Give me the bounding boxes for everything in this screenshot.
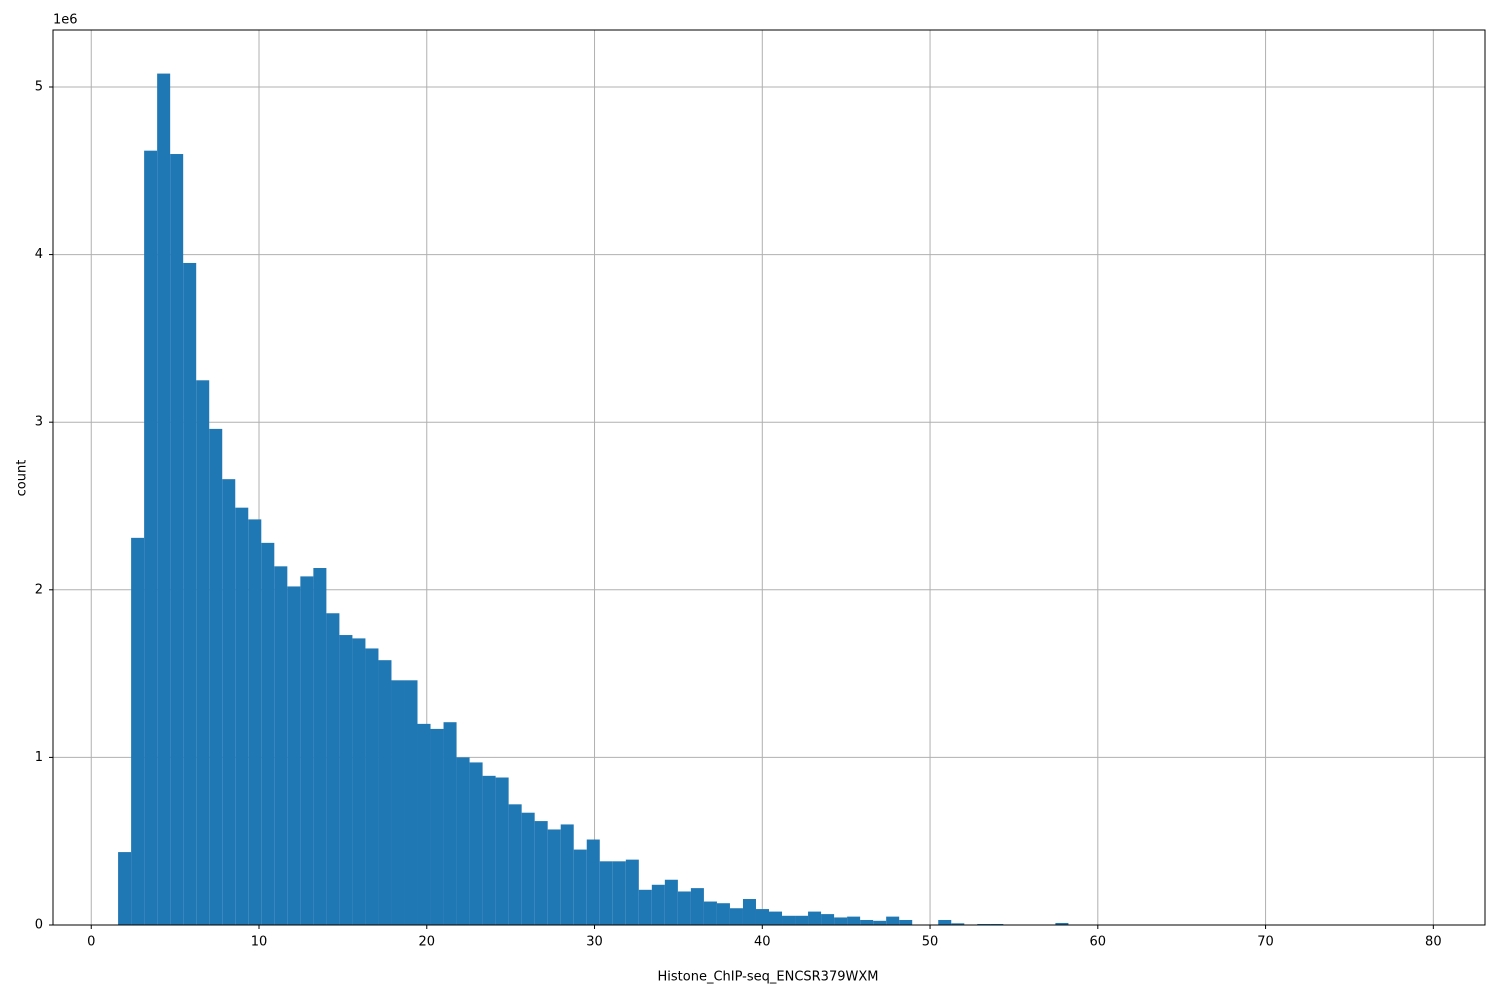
bar (755, 909, 769, 925)
bar (821, 914, 835, 925)
bar (521, 812, 535, 925)
bar (573, 849, 587, 925)
bar (534, 821, 548, 925)
bar (300, 576, 314, 925)
bar (782, 915, 796, 925)
bar (651, 884, 665, 925)
x-axis-label: Histone_ChIP-seq_ENCSR379WXM (658, 970, 879, 985)
bar (560, 824, 574, 925)
bar (404, 680, 418, 925)
y-tick-label: 5 (35, 79, 43, 94)
x-tick-label: 50 (922, 935, 939, 950)
bar (729, 908, 743, 925)
x-tick-label: 70 (1257, 935, 1274, 950)
bar (808, 911, 822, 925)
bar (951, 923, 965, 925)
bar (456, 757, 470, 925)
bar (938, 919, 952, 925)
bar (990, 923, 1004, 925)
bar (209, 428, 223, 925)
bar (664, 879, 678, 925)
bar (352, 638, 366, 925)
x-tick-label: 0 (87, 935, 95, 950)
bar (248, 519, 262, 925)
x-tick-label: 60 (1090, 935, 1107, 950)
bar (378, 660, 392, 925)
bar (769, 911, 783, 925)
x-tick-label: 10 (251, 935, 268, 950)
bar (144, 150, 158, 925)
bar (131, 537, 145, 925)
y-axis-label: count (15, 460, 30, 497)
bar (742, 899, 756, 925)
x-tick-label: 30 (586, 935, 603, 950)
y-tick-label: 2 (35, 582, 43, 597)
bar (417, 723, 431, 925)
bar (599, 861, 613, 925)
bar (443, 722, 457, 925)
plot-frame (52, 29, 1486, 926)
bar (860, 919, 874, 925)
y-offset-label: 1e6 (53, 13, 78, 28)
bar (495, 777, 509, 925)
y-tick-label: 0 (35, 918, 43, 933)
bar (547, 829, 561, 925)
bar (391, 680, 405, 925)
bar (313, 568, 327, 925)
bar (703, 901, 717, 925)
bar (170, 154, 184, 925)
bar (287, 586, 301, 925)
bar (196, 380, 210, 925)
bar (625, 859, 639, 925)
bar (677, 891, 691, 925)
y-tick-label: 1 (35, 750, 43, 765)
bar (508, 804, 522, 925)
bar (873, 920, 887, 925)
bar (716, 903, 730, 925)
bar (118, 852, 132, 925)
bar (235, 507, 249, 925)
bar (886, 916, 900, 925)
bar (847, 916, 861, 925)
bar (326, 613, 340, 925)
bar (586, 839, 600, 925)
bar (430, 728, 444, 925)
x-tick-label: 20 (418, 935, 435, 950)
bar (469, 762, 483, 925)
bar (482, 775, 496, 925)
bar (795, 915, 809, 925)
bar (638, 889, 652, 925)
bar (274, 566, 288, 925)
bar (690, 888, 704, 925)
x-tick-label: 40 (754, 935, 771, 950)
y-tick-label: 4 (35, 247, 43, 262)
bar (157, 73, 171, 925)
bar (365, 648, 379, 925)
bar (261, 542, 275, 925)
bar (183, 262, 197, 926)
bar (1055, 922, 1069, 925)
x-tick-label: 80 (1425, 935, 1442, 950)
bar (977, 923, 991, 925)
bar (222, 479, 236, 925)
bar (899, 919, 913, 925)
bar (834, 917, 848, 925)
y-tick-label: 3 (35, 415, 43, 430)
bar (339, 635, 353, 925)
bar (612, 861, 626, 925)
